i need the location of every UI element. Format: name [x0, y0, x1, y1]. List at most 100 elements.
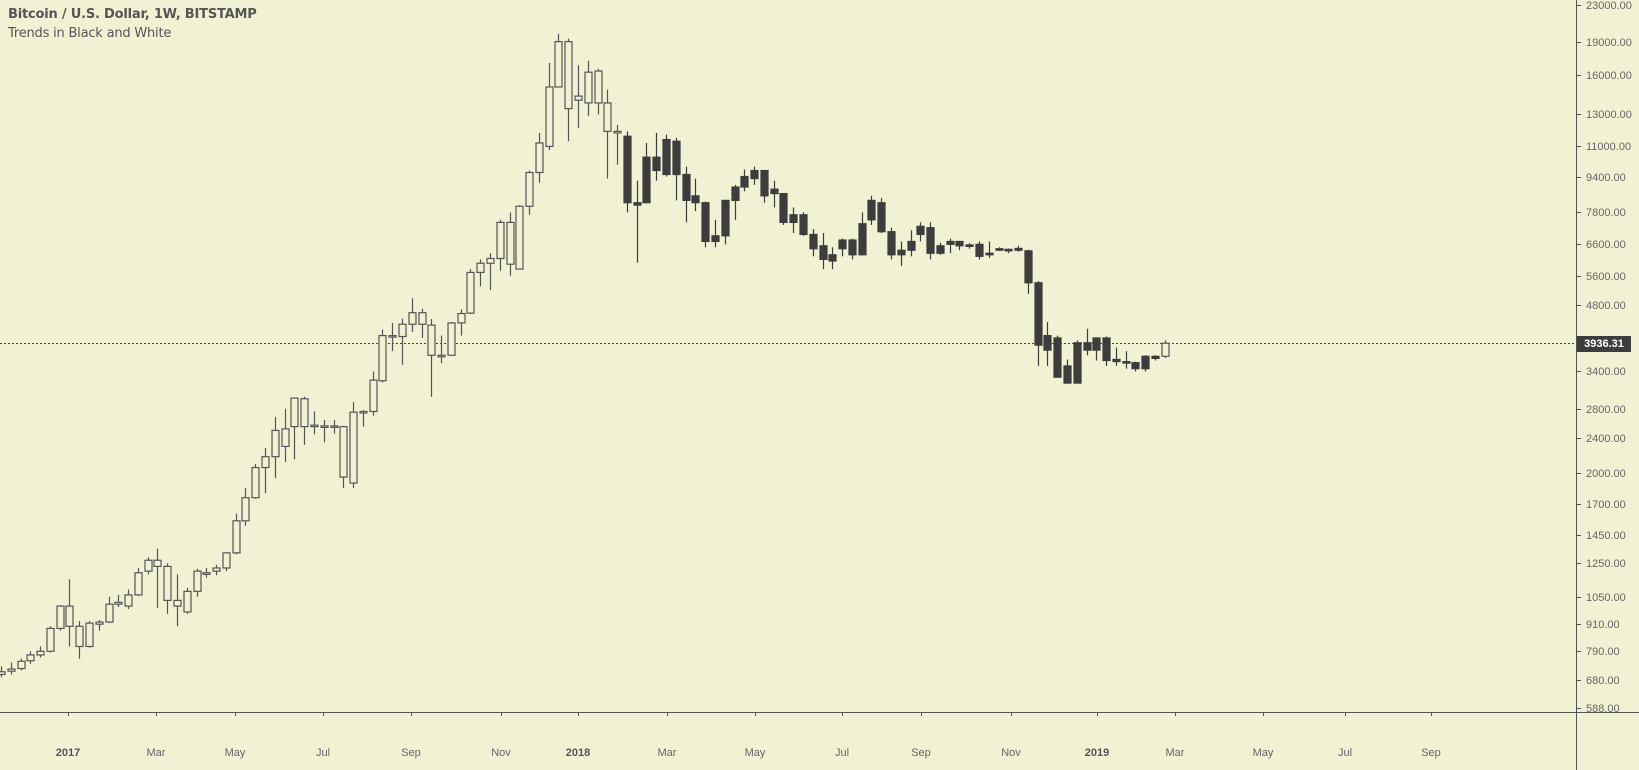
- price-tick-label: 588.00: [1586, 702, 1620, 715]
- time-tick-label: Mar: [146, 747, 166, 759]
- time-tick-label: May: [224, 747, 246, 759]
- candle: [819, 245, 828, 261]
- price-tick-label: 23000.00: [1586, 0, 1632, 12]
- time-tick-label: Nov: [491, 747, 511, 759]
- price-tick-label: 16000.00: [1586, 69, 1632, 82]
- candle: [261, 456, 270, 469]
- price-tick-label: 3400.00: [1586, 365, 1626, 378]
- price-tick-label: 5600.00: [1586, 270, 1626, 283]
- time-tick-label: Jul: [1337, 747, 1353, 759]
- time-tick-label: Mar: [657, 747, 677, 759]
- price-tick-label: 4800.00: [1586, 299, 1626, 312]
- candle: [535, 142, 544, 174]
- candle: [662, 138, 671, 176]
- candle: [408, 312, 417, 325]
- candle: [1014, 247, 1023, 251]
- candle: [1122, 360, 1131, 364]
- candle: [887, 231, 896, 256]
- candle: [17, 660, 26, 670]
- candle: [232, 520, 241, 554]
- time-tick-label: Sep: [401, 747, 421, 759]
- candle: [46, 627, 55, 652]
- price-tick-label: 6600.00: [1586, 238, 1626, 251]
- candle: [1151, 355, 1160, 360]
- candle: [1083, 342, 1092, 351]
- candle: [7, 668, 16, 672]
- price-tick-label: 1700.00: [1586, 498, 1626, 511]
- candle: [721, 199, 730, 237]
- candle: [1034, 282, 1043, 346]
- price-tick-label: 2400.00: [1586, 432, 1626, 445]
- candle: [251, 466, 260, 499]
- candle: [574, 95, 583, 101]
- candle: [828, 254, 837, 262]
- candle: [359, 410, 368, 414]
- price-tick-label: 1250.00: [1586, 557, 1626, 570]
- candles: [0, 33, 1170, 678]
- candle: [75, 625, 84, 648]
- candle: [779, 192, 788, 223]
- price-tick-label: 1450.00: [1586, 529, 1626, 542]
- candle: [56, 605, 65, 630]
- time-tick-label: 2017: [55, 747, 81, 759]
- time-tick-label: Jul: [315, 747, 331, 759]
- candle: [554, 41, 563, 88]
- candle: [1073, 342, 1082, 384]
- candle: [193, 570, 202, 592]
- candle: [867, 199, 876, 221]
- candle: [731, 186, 740, 201]
- candle: [466, 271, 475, 314]
- candle: [907, 240, 916, 251]
- candle: [124, 594, 133, 607]
- candle: [1112, 358, 1121, 363]
- candle: [388, 334, 397, 338]
- candle: [750, 169, 759, 180]
- candle: [545, 86, 554, 148]
- candle: [36, 650, 45, 656]
- candle: [838, 239, 847, 250]
- price-tick-label: 13000.00: [1586, 108, 1632, 121]
- price-tick-label: 2800.00: [1586, 403, 1626, 416]
- candle: [858, 223, 867, 256]
- time-tick-label: May: [744, 747, 766, 759]
- candle: [633, 202, 642, 206]
- chart-title: Bitcoin / U.S. Dollar, 1W, BITSTAMP: [8, 7, 257, 22]
- candle: [701, 202, 710, 243]
- candle: [349, 411, 358, 484]
- candle: [770, 188, 779, 195]
- candle: [975, 243, 984, 257]
- price-tick-label: 910.00: [1586, 618, 1620, 631]
- candle: [691, 195, 700, 204]
- candle: [427, 324, 436, 356]
- candle: [173, 599, 182, 607]
- chart-subtitle: Trends in Black and White: [8, 26, 172, 41]
- price-tick-label: 790.00: [1586, 645, 1620, 658]
- candle: [946, 240, 955, 245]
- candle: [1161, 342, 1170, 357]
- candle: [955, 240, 964, 247]
- candle: [486, 257, 495, 264]
- candle: [369, 379, 378, 413]
- candle: [652, 156, 661, 172]
- price-tick-label: 680.00: [1586, 674, 1620, 687]
- price-tick-label: 1050.00: [1586, 591, 1626, 604]
- candle: [271, 429, 280, 458]
- candle: [95, 621, 104, 625]
- candle: [799, 214, 808, 236]
- candle: [613, 130, 622, 134]
- candle: [623, 135, 632, 204]
- candle: [672, 140, 681, 176]
- candle: [936, 245, 945, 254]
- candle: [418, 312, 427, 325]
- candle: [202, 572, 211, 575]
- candle: [965, 244, 974, 248]
- price-tick-label: 11000.00: [1586, 140, 1632, 153]
- candle: [682, 173, 691, 201]
- time-tick-label: May: [1252, 747, 1274, 759]
- candle: [809, 233, 818, 250]
- candle: [711, 235, 720, 243]
- candle: [290, 397, 299, 428]
- candle: [760, 169, 769, 197]
- candle: [985, 252, 994, 256]
